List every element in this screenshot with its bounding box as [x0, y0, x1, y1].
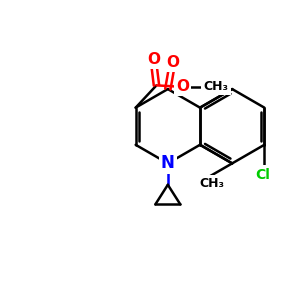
Text: O: O — [166, 55, 179, 70]
Text: CH₃: CH₃ — [199, 177, 224, 190]
Text: N: N — [161, 154, 175, 172]
Text: CH₃: CH₃ — [203, 80, 228, 93]
Text: O: O — [176, 79, 189, 94]
Text: O: O — [147, 52, 160, 67]
Text: Cl: Cl — [255, 167, 270, 182]
